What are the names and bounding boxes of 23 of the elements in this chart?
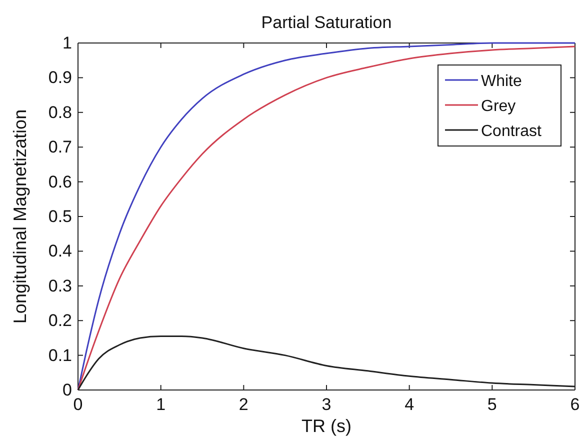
x-tick-label: 5 <box>487 395 497 414</box>
y-tick-label: 0.6 <box>48 172 72 192</box>
x-axis-title: TR (s) <box>302 416 352 436</box>
y-tick-label: 1 <box>62 33 72 52</box>
y-tick-label: 0 <box>62 380 72 400</box>
x-tick-label: 3 <box>322 395 332 414</box>
chart-title: Partial Saturation <box>261 13 392 32</box>
legend-label: Contrast <box>481 123 542 140</box>
legend-label: White <box>481 73 522 90</box>
legend-label: Grey <box>481 98 516 115</box>
y-axis-title: Longitudinal Magnetization <box>10 109 30 324</box>
x-tick-label: 6 <box>570 395 580 414</box>
y-tick-label: 0.1 <box>48 346 72 365</box>
y-tick-label: 0.4 <box>48 242 72 261</box>
y-tick-label: 0.2 <box>48 311 72 330</box>
y-tick-label: 0.8 <box>48 102 72 122</box>
y-tick-label: 0.9 <box>48 68 72 88</box>
x-tick-label: 2 <box>238 395 248 414</box>
x-tick-label: 1 <box>156 395 166 414</box>
y-tick-label: 0.5 <box>48 206 72 226</box>
y-tick-label: 0.3 <box>48 276 72 296</box>
x-tick-label: 4 <box>404 395 414 414</box>
y-tick-label: 0.7 <box>48 138 72 157</box>
